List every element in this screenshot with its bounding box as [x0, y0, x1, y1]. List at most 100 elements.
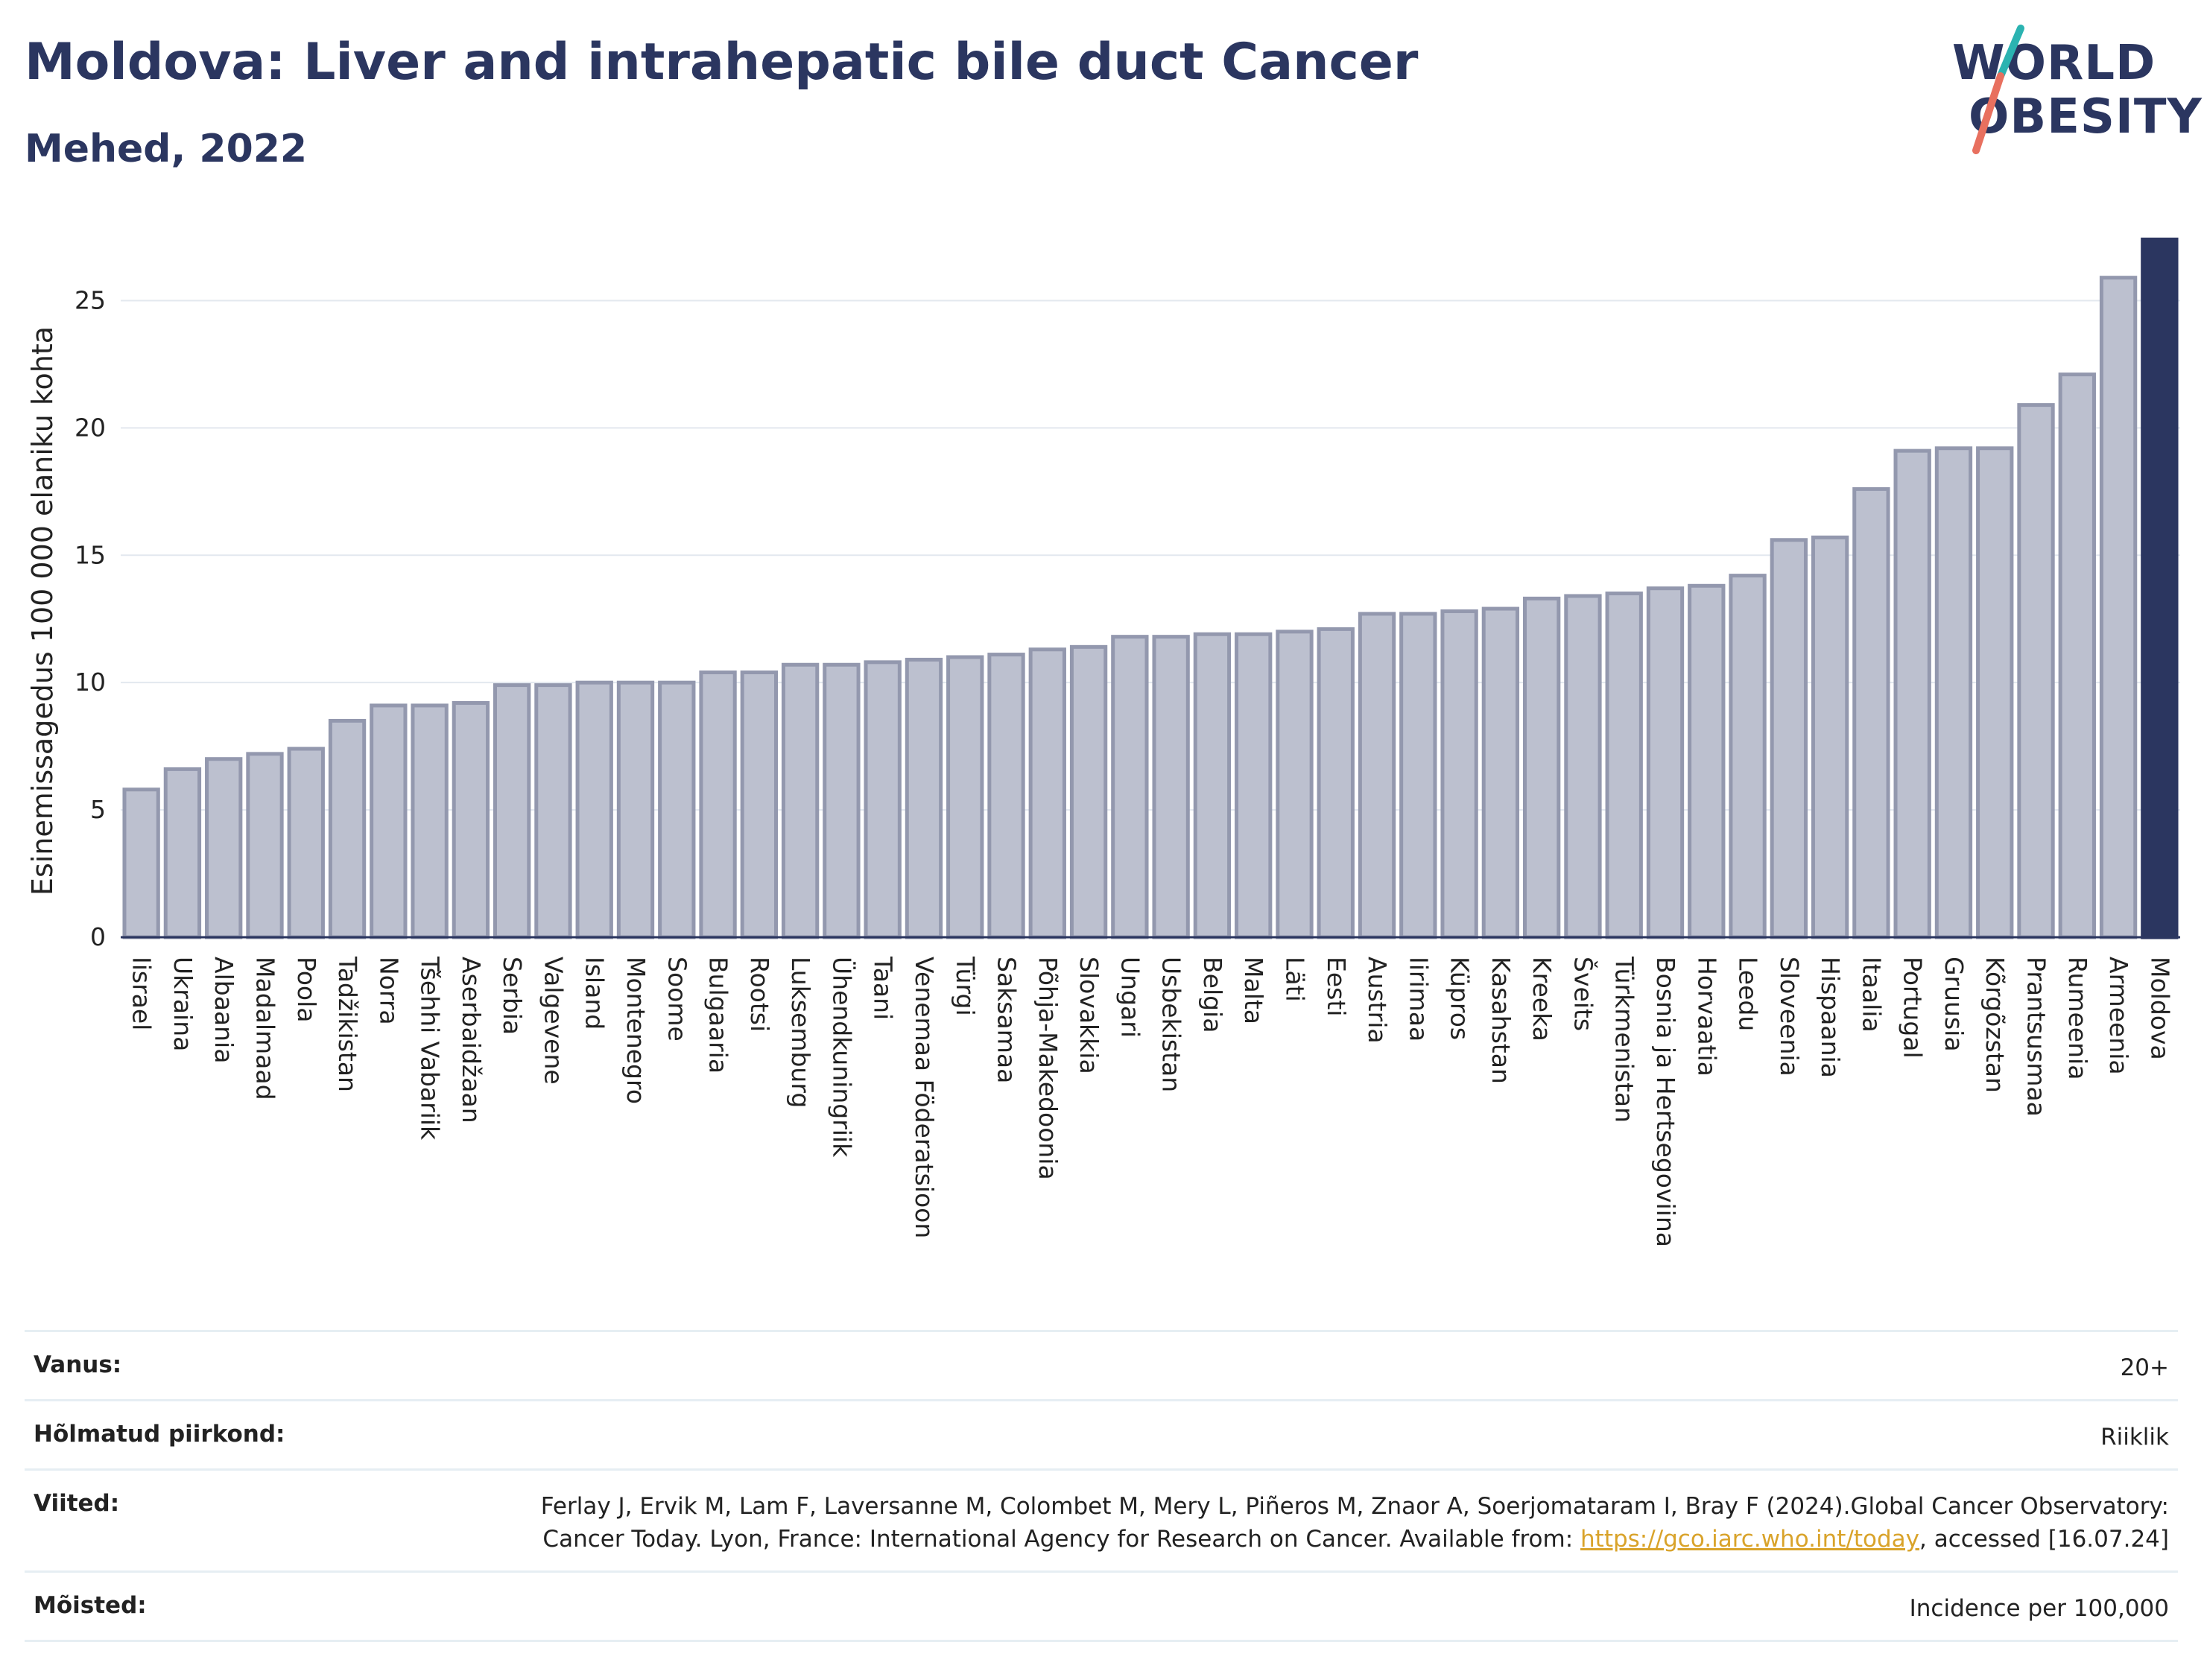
bar-48	[2099, 276, 2138, 939]
meta-row-region: Hõlmatud piirkond: Riiklik	[25, 1399, 2178, 1468]
x-tick-label: Tšehhi Vabariik	[416, 956, 445, 1141]
x-tick-label: Albaania	[209, 957, 238, 1063]
x-tick-label: Valgevene	[539, 957, 568, 1085]
bar-27	[1235, 632, 1273, 939]
x-tick-label: Soome	[662, 957, 691, 1042]
meta-row-age: Vanus: 20+	[25, 1330, 2178, 1399]
definitions-label: Mõisted:	[34, 1592, 147, 1619]
bar-28	[1276, 630, 1314, 939]
bar-23	[1069, 644, 1108, 939]
x-tick-label: Poola	[292, 957, 321, 1023]
bar-39	[1729, 574, 1767, 939]
x-tick-label: Küpros	[1445, 957, 1475, 1040]
x-tick-label: Taani	[869, 956, 898, 1020]
bars	[122, 237, 2179, 939]
bar-25	[1152, 635, 1190, 939]
x-tick-label: Norra	[374, 957, 403, 1025]
bar-34	[1522, 596, 1561, 939]
bar-30	[1358, 612, 1396, 939]
bar-10	[534, 683, 572, 939]
bar-29	[1317, 627, 1355, 939]
bar-22	[1028, 647, 1066, 939]
x-tick-label: Läti	[1280, 957, 1309, 1002]
x-tick-label: Montenegro	[621, 957, 650, 1104]
x-tick-label: Madalmaad	[250, 957, 279, 1100]
y-tick-label: 5	[90, 795, 106, 824]
x-tick-label: Venemaa Föderatsioon	[910, 957, 939, 1238]
bar-0	[122, 787, 160, 939]
x-tick-label: Island	[580, 957, 609, 1030]
x-tick-label: Belgia	[1198, 957, 1227, 1033]
bar-15	[740, 671, 779, 939]
x-tick-label: Serbia	[498, 957, 527, 1035]
bar-2	[205, 757, 243, 939]
x-tick-label: Bosnia ja Hertsegoviina	[1651, 957, 1680, 1247]
bar-42	[1852, 486, 1890, 939]
x-tick-label: Horvaatia	[1692, 957, 1721, 1077]
x-tick-label: Šveits	[1568, 957, 1598, 1031]
x-tick-label: Ungari	[1115, 957, 1144, 1038]
bar-16	[781, 662, 820, 939]
x-tick-label: Ukraina	[168, 957, 197, 1051]
bar-26	[1193, 632, 1232, 939]
x-tick-label: Türgi	[951, 956, 980, 1016]
bar-49	[2141, 237, 2179, 939]
logo-line-1: WORLD	[1952, 36, 2156, 91]
x-tick-label: Gruusia	[1939, 957, 1969, 1052]
references-text: Ferlay J, Ervik M, Lam F, Laversanne M, …	[540, 1493, 2169, 1553]
bar-19	[905, 657, 943, 939]
x-tick-label: Aserbaidžaan	[457, 957, 486, 1123]
bar-8	[452, 701, 490, 939]
bar-17	[823, 662, 861, 939]
age-label: Vanus:	[34, 1351, 122, 1378]
axes: 0 5 10 15 20 25 Iisrael Ukraina Albaania Madalmaa…	[75, 285, 2180, 1247]
bar-4	[287, 747, 325, 939]
bar-32	[1440, 609, 1478, 939]
x-tick-label: Slovakkia	[1074, 957, 1103, 1074]
chart-subtitle: Mehed, 2022	[25, 127, 308, 171]
x-tick-label: Prantsusmaa	[2022, 957, 2051, 1117]
x-tick-label: Kreeka	[1527, 957, 1557, 1042]
x-tick-label: Ühendkuningriik	[827, 957, 857, 1158]
x-tick-label: Tadžikistan	[333, 956, 362, 1092]
bar-14	[699, 671, 737, 939]
meta-row-definitions: Mõisted: Incidence per 100,000	[25, 1570, 2178, 1642]
meta-row-references: Viited: Ferlay J, Ervik M, Lam F, Lavers…	[25, 1468, 2178, 1570]
x-tick-label: Iisrael	[127, 957, 156, 1030]
bar-11	[575, 680, 613, 939]
x-tick-label: Moldova	[2145, 957, 2174, 1060]
region-label: Hõlmatud piirkond:	[34, 1421, 285, 1448]
bar-44	[1934, 446, 1973, 939]
bar-12	[616, 680, 655, 939]
bar-6	[370, 703, 408, 939]
references-link[interactable]: https://gco.iarc.who.int/today	[1580, 1526, 1919, 1553]
x-tick-label: Hispaania	[1816, 957, 1845, 1078]
bar-33	[1481, 606, 1520, 939]
bar-24	[1111, 635, 1149, 939]
x-tick-label: Sloveenia	[1775, 957, 1804, 1077]
x-tick-label: Türkmenistan	[1610, 956, 1639, 1123]
x-tick-label: Põhja-Makedoonia	[1033, 957, 1063, 1180]
bar-36	[1605, 592, 1643, 939]
x-tick-label: Usbekistan	[1157, 957, 1186, 1092]
y-tick-label: 15	[75, 540, 106, 569]
x-tick-label: Itaalia	[1857, 957, 1886, 1033]
x-tick-label: Saksamaa	[992, 957, 1022, 1083]
x-tick-label: Leedu	[1734, 957, 1763, 1031]
bar-43	[1893, 448, 1931, 939]
y-tick-label: 10	[75, 668, 106, 697]
y-axis-label: Esinemissagedus 100 000 elaniku kohta	[26, 326, 59, 896]
bar-38	[1688, 583, 1726, 939]
bar-21	[987, 653, 1025, 939]
bar-chart: 0 5 10 15 20 25 Iisrael Ukraina Albaania Madalmaa…	[26, 237, 2180, 1247]
bar-1	[163, 767, 202, 939]
bar-45	[1976, 446, 2014, 939]
x-tick-label: Austria	[1363, 957, 1392, 1044]
x-tick-label: Eesti	[1322, 957, 1351, 1016]
references-value: Ferlay J, Ervik M, Lam F, Laversanne M, …	[455, 1490, 2169, 1556]
x-tick-label: Portugal	[1899, 957, 1928, 1059]
y-tick-label: 0	[90, 922, 106, 951]
references-label: Viited:	[34, 1490, 120, 1517]
x-tick-label: Iirimaa	[1404, 957, 1433, 1042]
bar-5	[328, 718, 367, 939]
